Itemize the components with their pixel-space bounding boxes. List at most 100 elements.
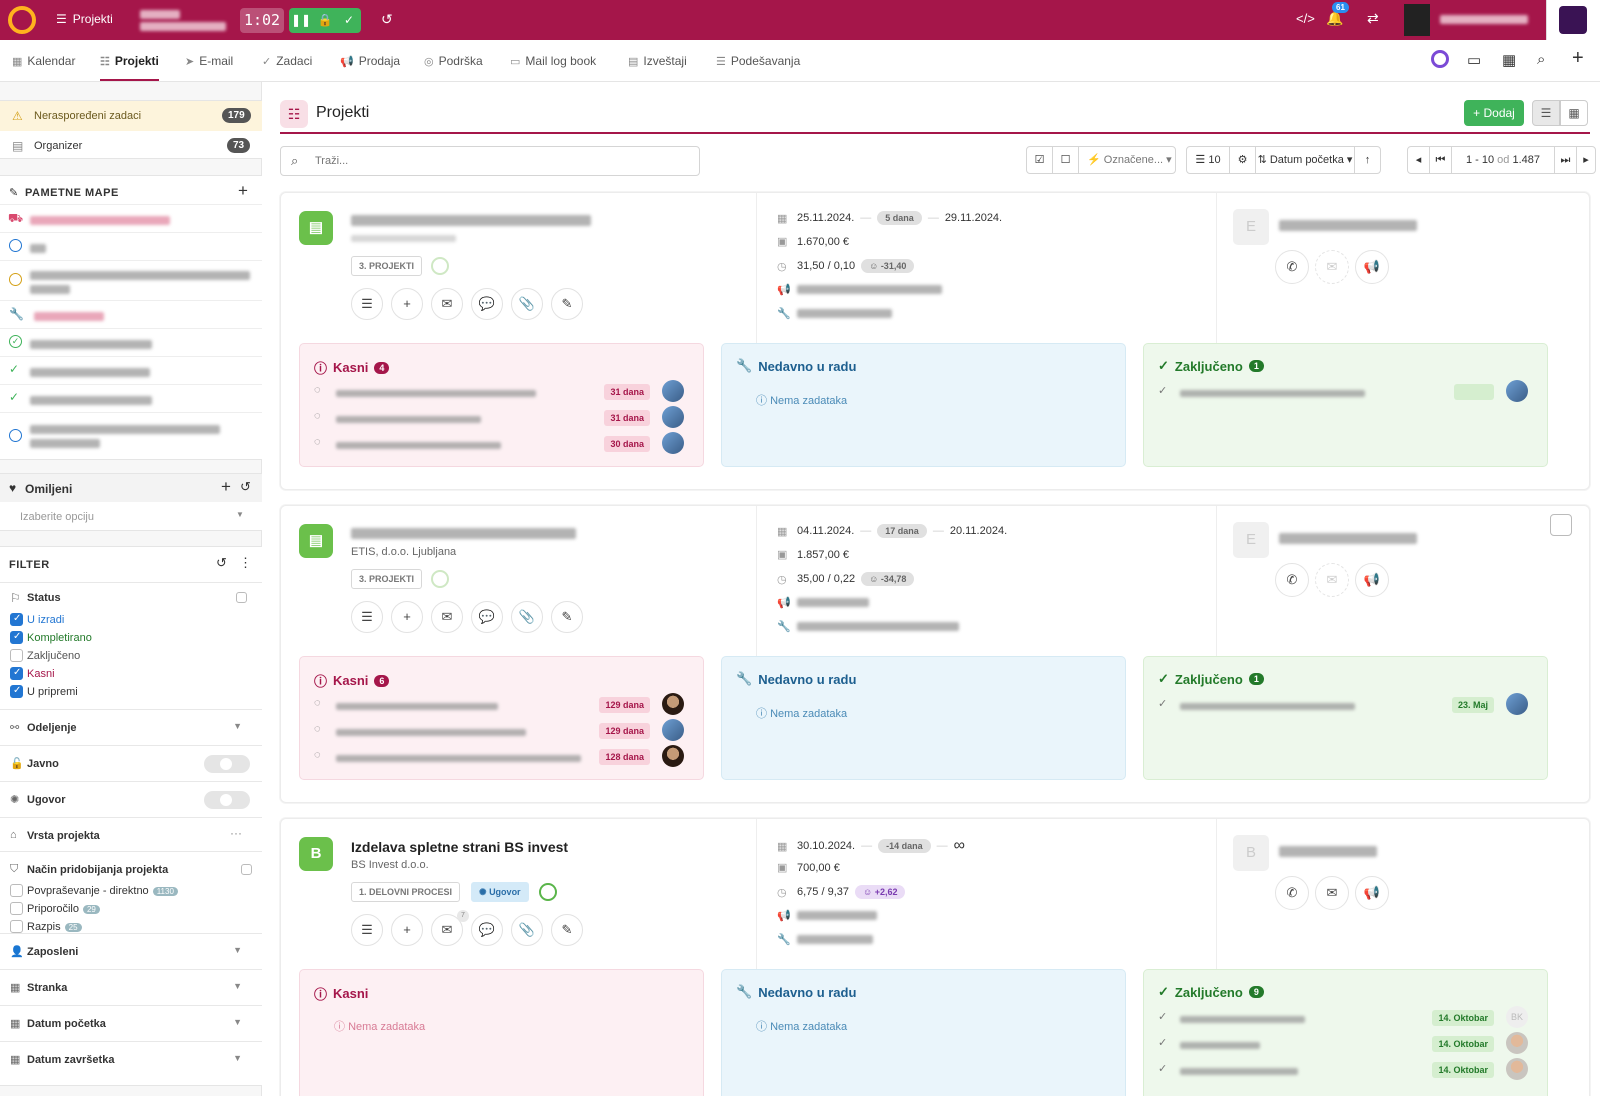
swap-icon[interactable]: ⇄: [1367, 10, 1379, 26]
calendar-icon[interactable]: ▦: [1502, 52, 1517, 69]
running-task-info[interactable]: [140, 8, 230, 32]
organizer-item[interactable]: ▤ Organizer 73: [0, 131, 262, 160]
ugovor-toggle[interactable]: [204, 791, 250, 809]
project-card[interactable]: ▤ 3. PROJEKTI ☰ + ✉ 💬 📎 ✎ ▦ 25.11.2024. —5…: [280, 192, 1590, 490]
project-card[interactable]: B Izdelava spletne strani BS invest BS I…: [280, 818, 1590, 1096]
list-view-icon[interactable]: ☰: [1532, 100, 1560, 126]
search-icon[interactable]: ⌕: [1537, 51, 1546, 68]
add-icon[interactable]: +: [391, 288, 423, 320]
paperclip-icon[interactable]: 📎: [511, 601, 543, 633]
select-project-checkbox[interactable]: [1550, 514, 1572, 536]
last-page-icon[interactable]: ⏭: [1554, 146, 1577, 174]
task-row[interactable]: ◌ 31 dana: [314, 406, 694, 428]
select-all-icon[interactable]: ☑: [1026, 146, 1053, 174]
status-checkbox-zakljuceno[interactable]: [10, 649, 23, 662]
unassigned-tasks-item[interactable]: ⚠ Neraspoređeni zadaci 179: [0, 101, 262, 131]
nav-mail-log-book[interactable]: ▭ Mail log book: [510, 54, 597, 68]
per-page-select[interactable]: ☰ 10: [1186, 146, 1230, 174]
search-box[interactable]: ⌕: [280, 146, 700, 176]
nacin-select-all-checkbox[interactable]: [241, 864, 252, 875]
paperclip-icon[interactable]: 📎: [511, 288, 543, 320]
first-page-icon[interactable]: ⏮: [1429, 146, 1452, 174]
task-row[interactable]: ✓: [1158, 380, 1538, 402]
filter-zaposleni[interactable]: 👤 Zaposleni ▼: [0, 933, 262, 969]
contact-avatar[interactable]: E: [1233, 209, 1269, 245]
add-icon[interactable]: +: [1572, 47, 1584, 69]
nav-podesavanja[interactable]: ☰ Podešavanja: [716, 54, 801, 68]
status-checkbox-kompletirano[interactable]: [10, 631, 23, 644]
filter-vrsta-projekta[interactable]: ⌂ Vrsta projekta ···: [0, 817, 262, 853]
assistant-icon[interactable]: [1431, 50, 1449, 68]
nacin-checkbox[interactable]: [10, 902, 23, 915]
nacin-checkbox[interactable]: [10, 884, 23, 897]
mail-icon[interactable]: ✉: [431, 601, 463, 633]
sort-select[interactable]: ⇅ Datum početka ▾: [1255, 146, 1355, 174]
paperclip-icon[interactable]: 📎: [511, 914, 543, 946]
smart-map-item[interactable]: ✓: [0, 328, 262, 356]
code-icon[interactable]: </>: [1296, 11, 1315, 26]
megaphone-icon[interactable]: 📢: [1355, 250, 1389, 284]
settings-icon[interactable]: ⚙: [1229, 146, 1256, 174]
status-checkbox-u-izradi[interactable]: [10, 613, 23, 626]
monitor-icon[interactable]: ▭: [1467, 52, 1482, 69]
nav-zadaci[interactable]: ✓ Zadaci: [262, 54, 313, 68]
app-logo[interactable]: [8, 6, 36, 34]
search-input[interactable]: [315, 153, 685, 169]
task-row[interactable]: ◌ 128 dana: [314, 745, 694, 767]
smart-map-item[interactable]: ✓: [0, 384, 262, 412]
nav-podrska[interactable]: ◎ Podrška: [424, 54, 483, 68]
contract-tag[interactable]: ✺ Ugovor: [471, 882, 529, 902]
megaphone-icon[interactable]: 📢: [1355, 876, 1389, 910]
task-list-icon[interactable]: ☰: [351, 914, 383, 946]
nav-kalendar[interactable]: ▦ Kalendar: [12, 54, 76, 68]
mail-icon[interactable]: ✉: [1315, 876, 1349, 910]
smart-map-item[interactable]: [0, 412, 262, 460]
user-name[interactable]: [1440, 13, 1528, 27]
status-select-all-checkbox[interactable]: [236, 592, 247, 603]
smart-map-item[interactable]: ✓: [0, 356, 262, 384]
add-project-button[interactable]: + Dodaj: [1464, 100, 1524, 126]
filter-odeljenje[interactable]: ⚯ Odeljenje ▼: [0, 709, 262, 745]
undo-icon[interactable]: ↺: [381, 11, 393, 27]
megaphone-icon[interactable]: 📢: [1355, 563, 1389, 597]
user-avatar[interactable]: [1404, 4, 1430, 36]
task-row[interactable]: ✓ 14. Oktobar: [1158, 1058, 1538, 1080]
smart-map-item[interactable]: [0, 232, 262, 260]
filter-datum-zavrsetka[interactable]: ▦ Datum završetka ▼: [0, 1041, 262, 1077]
phone-icon[interactable]: ✆: [1275, 250, 1309, 284]
edit-icon[interactable]: ✎: [551, 914, 583, 946]
edit-icon[interactable]: ✎: [551, 601, 583, 633]
project-card[interactable]: ▤ ETIS, d.o.o. Ljubljana 3. PROJEKTI ☰ +…: [280, 505, 1590, 803]
contact-name[interactable]: [1279, 846, 1377, 860]
filter-stranka[interactable]: ▦ Stranka ▼: [0, 969, 262, 1005]
task-list-icon[interactable]: ☰: [351, 288, 383, 320]
reset-icon[interactable]: ↺: [240, 479, 251, 494]
nav-projekti[interactable]: ☷ Projekti: [100, 54, 159, 81]
sort-direction-icon[interactable]: ↑: [1354, 146, 1381, 174]
nav-prodaja[interactable]: 📢 Prodaja: [340, 54, 401, 68]
contact-avatar[interactable]: E: [1233, 522, 1269, 558]
deselect-icon[interactable]: ☐: [1052, 146, 1079, 174]
javno-toggle[interactable]: [204, 755, 250, 773]
task-row[interactable]: ◌ 129 dana: [314, 693, 694, 715]
contact-name[interactable]: [1279, 220, 1417, 234]
phone-icon[interactable]: ✆: [1275, 563, 1309, 597]
task-row[interactable]: ✓ 14. Oktobar BK: [1158, 1006, 1538, 1028]
contact-avatar[interactable]: B: [1233, 835, 1269, 871]
favorites-select[interactable]: Izaberite opciju ▼: [20, 510, 244, 523]
edit-icon[interactable]: ✎: [551, 288, 583, 320]
add-icon[interactable]: +: [391, 601, 423, 633]
phase-tag[interactable]: 3. PROJEKTI: [351, 256, 423, 276]
task-row[interactable]: ✓ 14. Oktobar: [1158, 1032, 1538, 1054]
smart-map-item[interactable]: [0, 260, 262, 300]
phone-icon[interactable]: ✆: [1275, 876, 1309, 910]
status-checkbox-kasni[interactable]: [10, 667, 23, 680]
task-list-icon[interactable]: ☰: [351, 601, 383, 633]
prev-page-icon[interactable]: ◂: [1407, 146, 1430, 174]
task-row[interactable]: ✓ 23. Maj: [1158, 693, 1538, 715]
phase-tag[interactable]: 1. DELOVNI PROCESI: [351, 882, 461, 902]
reset-filter-icon[interactable]: ↺: [216, 555, 227, 570]
main-menu-button[interactable]: ☰ Projekti: [56, 12, 113, 26]
status-checkbox-u-pripremi[interactable]: [10, 685, 23, 698]
next-page-icon[interactable]: ▸: [1576, 146, 1596, 174]
